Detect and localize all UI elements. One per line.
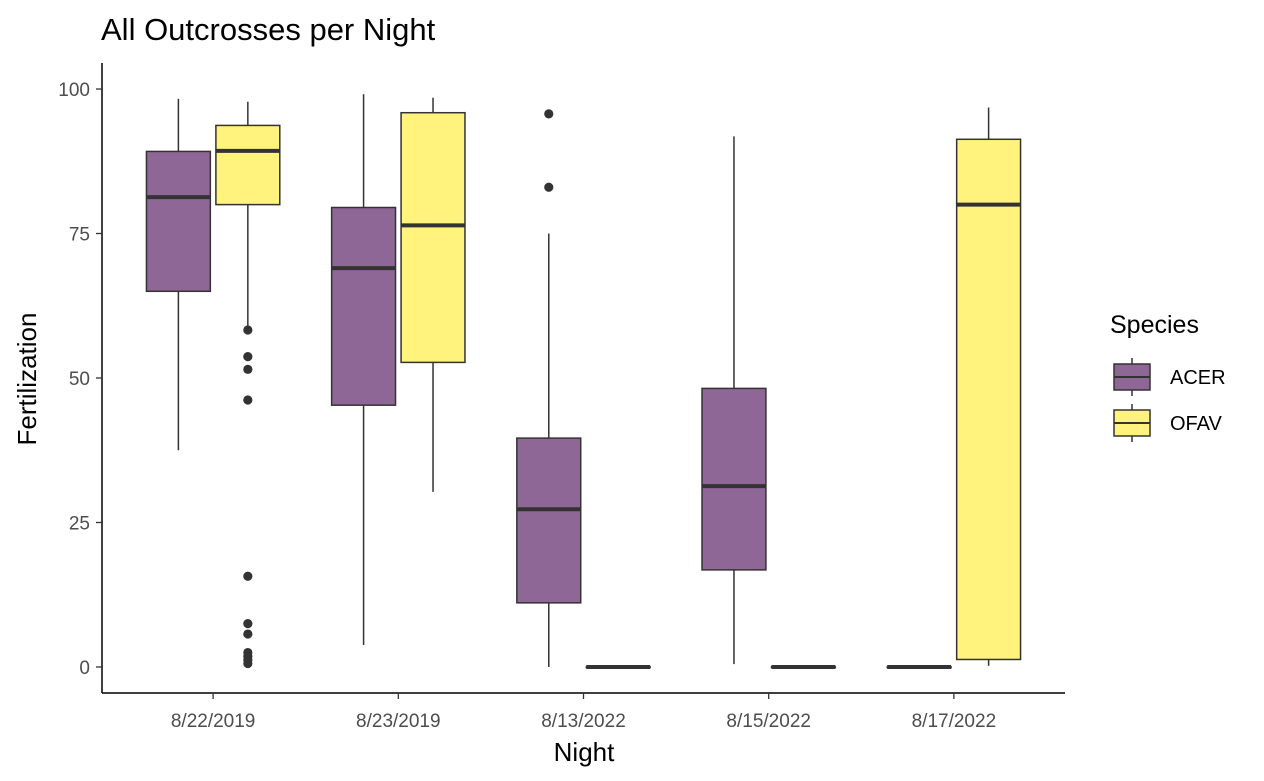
x-axis-title: Night xyxy=(554,737,615,767)
outlier-point xyxy=(243,571,253,581)
box-ofav-3 xyxy=(770,664,837,669)
box-ofav-2 xyxy=(585,664,651,669)
x-tick-label: 8/22/2019 xyxy=(171,711,256,732)
outlier-point xyxy=(544,182,554,192)
x-tick-label: 8/17/2022 xyxy=(912,711,997,732)
box-ofav-0 xyxy=(215,101,281,669)
y-tick-label: 50 xyxy=(69,369,90,390)
box-iqr xyxy=(330,206,397,406)
box-ofav-1 xyxy=(400,97,466,492)
y-axis-title: Fertilization xyxy=(12,313,42,446)
legend-item-acer: ACER xyxy=(1113,358,1226,396)
x-tick-label: 8/15/2022 xyxy=(726,711,811,732)
box-iqr xyxy=(400,111,466,364)
legend-title: Species xyxy=(1110,311,1199,339)
box-iqr xyxy=(215,124,281,206)
box-iqr xyxy=(516,437,582,604)
box-iqr xyxy=(955,138,1022,661)
outlier-point xyxy=(243,395,253,405)
box-ofav-4 xyxy=(955,107,1022,666)
legend-label: ACER xyxy=(1170,367,1226,389)
box-iqr xyxy=(145,150,212,293)
outlier-point xyxy=(243,325,253,335)
box-iqr xyxy=(701,387,767,571)
box-acer-3 xyxy=(701,136,767,665)
y-tick-label: 75 xyxy=(69,225,90,246)
x-axis-ticks: 8/22/2019 8/23/2019 8/13/2022 8/15/2022 8/17… xyxy=(171,693,996,732)
x-tick-label: 8/13/2022 xyxy=(541,711,626,732)
outlier-point xyxy=(544,109,554,119)
outlier-point xyxy=(243,619,253,629)
outlier-point xyxy=(243,629,253,639)
outlier-point xyxy=(243,352,253,362)
box-acer-0 xyxy=(145,98,212,451)
outlier-point xyxy=(243,364,253,374)
box-acer-4 xyxy=(886,664,952,669)
legend-label: OFAV xyxy=(1170,413,1223,435)
box-acer-2 xyxy=(516,109,582,667)
outlier-point xyxy=(243,658,253,669)
legend-item-ofav: OFAV xyxy=(1113,404,1223,442)
x-tick-label: 8/23/2019 xyxy=(356,711,441,732)
box-acer-1 xyxy=(330,94,397,646)
plot-area xyxy=(145,94,1022,669)
legend: Species ACER OFAV xyxy=(1110,311,1226,442)
chart-title: All Outcrosses per Night xyxy=(101,12,436,47)
y-tick-label: 100 xyxy=(58,80,90,101)
y-tick-label: 25 xyxy=(69,513,90,534)
y-tick-label: 0 xyxy=(79,658,90,679)
y-axis-ticks: 0 25 50 75 100 xyxy=(58,80,102,679)
